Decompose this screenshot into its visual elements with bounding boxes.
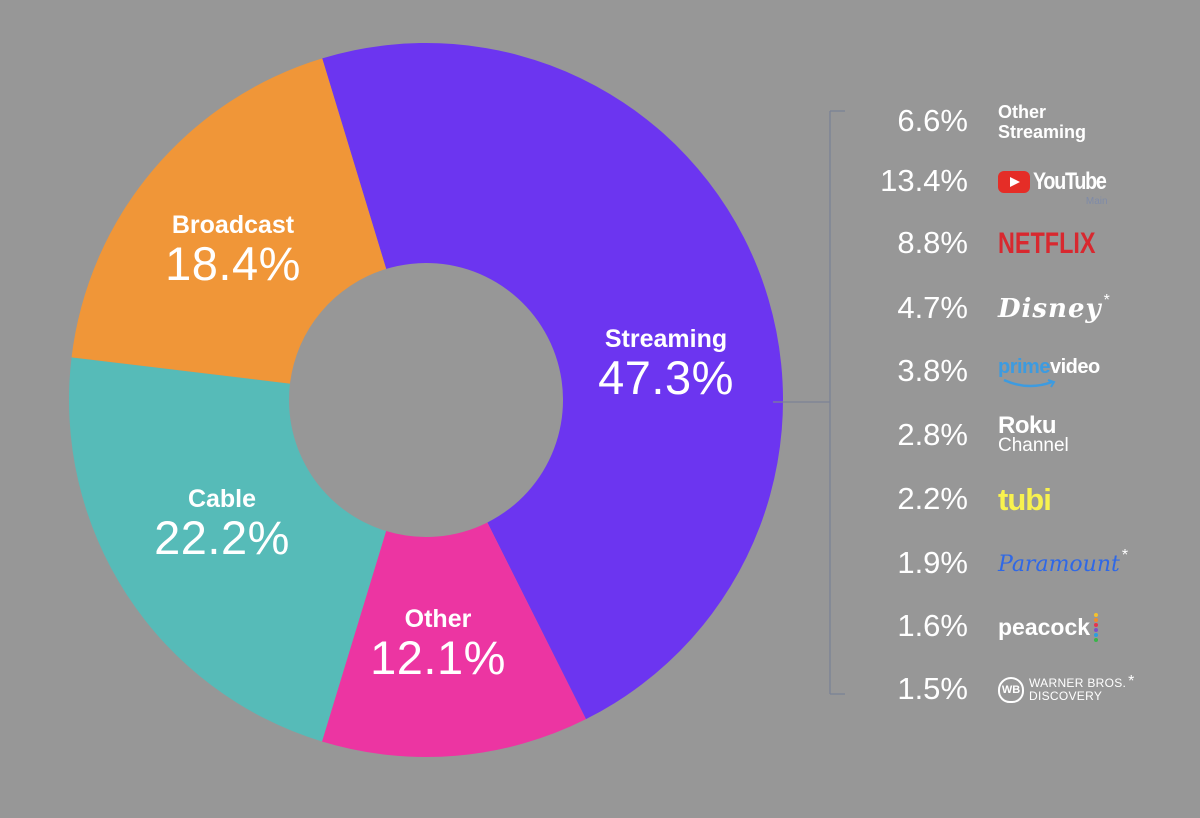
other-streaming-line1: Other (998, 102, 1047, 122)
legend-row-wbd: 1.5% WB WARNER BROS. DISCOVERY * (850, 665, 1190, 715)
legend-row-other-streaming: 6.6% Other Streaming (850, 97, 1190, 147)
legend-value: 1.9% (897, 545, 968, 580)
asterisk-icon: * (1103, 292, 1110, 309)
donut-slice-other (321, 522, 586, 757)
legend-value: 6.6% (897, 103, 968, 138)
slice-name: Other (404, 605, 472, 633)
legend-value: 1.6% (897, 608, 968, 643)
paramount-logo: Paramount * (998, 539, 1128, 589)
disney-wordmark: Disney (998, 294, 1102, 324)
netflix-wordmark: NETFLIX (998, 227, 1096, 260)
legend-row-paramount: 1.9% Paramount * (850, 539, 1190, 589)
youtube-wordmark: YouTube (1033, 168, 1107, 195)
slice-label-streaming: Streaming 47.3% (598, 325, 734, 403)
paramount-wordmark: Paramount (998, 551, 1120, 577)
slice-label-other: Other 12.1% (370, 605, 506, 683)
donut-slice-broadcast (71, 58, 387, 384)
prime-video-logo: primevideo (998, 347, 1100, 397)
peacock-dot (1094, 637, 1099, 642)
slice-value: 12.1% (370, 631, 506, 684)
netflix-logo: NETFLIX (998, 219, 1123, 269)
peacock-dot (1094, 627, 1099, 632)
peacock-wordmark: peacock (998, 613, 1091, 640)
wb-shield-icon: WB (998, 677, 1024, 703)
youtube-play-icon (998, 171, 1030, 193)
legend-row-disney: 4.7% Disney * (850, 284, 1190, 334)
youtube-logo: YouTube Main (998, 157, 1122, 207)
legend-row-prime-video: 3.8% primevideo (850, 347, 1190, 397)
slice-name: Streaming (604, 325, 728, 353)
youtube-sub-label: Main (1085, 196, 1108, 207)
peacock-dot (1094, 632, 1099, 637)
slice-name: Cable (187, 485, 257, 513)
asterisk-icon: * (1121, 547, 1129, 564)
slice-value: 18.4% (165, 237, 301, 290)
roku-wordmark: Roku (998, 412, 1056, 439)
legend-row-tubi: 2.2% tubi (850, 475, 1190, 525)
legend-value: 3.8% (897, 353, 968, 388)
legend-row-peacock: 1.6% peacock (850, 602, 1190, 652)
peacock-dots-icon (1094, 612, 1099, 642)
channel-wordmark: Channel (998, 435, 1069, 456)
slice-name: Broadcast (171, 211, 295, 239)
legend-value: 1.5% (897, 671, 968, 706)
donut-slice-streaming (322, 42, 784, 720)
legend-value: 2.2% (897, 481, 968, 516)
slice-value: 22.2% (154, 511, 290, 564)
wbd-line2: DISCOVERY (1029, 689, 1103, 703)
legend-row-roku: 2.8% Roku Channel (850, 411, 1190, 461)
slice-label-cable: Cable 22.2% (154, 485, 290, 563)
slice-label-broadcast: Broadcast 18.4% (165, 211, 301, 289)
video-wordmark: video (1049, 355, 1100, 378)
amazon-smile-icon (1003, 378, 1056, 388)
legend-row-netflix: 8.8% NETFLIX (850, 219, 1190, 269)
peacock-dot (1094, 617, 1099, 622)
donut-slice-cable (68, 357, 387, 742)
other-streaming-line2: Streaming (998, 122, 1087, 142)
legend-value: 8.8% (897, 225, 968, 260)
slice-value: 47.3% (598, 351, 734, 404)
asterisk-icon: * (1128, 673, 1135, 690)
wbd-line1: WARNER BROS. (1029, 676, 1127, 690)
tubi-logo: tubi (998, 475, 1052, 525)
other-streaming-label: Other Streaming (998, 97, 1086, 147)
tubi-wordmark: tubi (998, 482, 1052, 517)
legend-value: 2.8% (897, 417, 968, 452)
peacock-dot (1094, 612, 1099, 617)
disney-logo: Disney * (998, 284, 1110, 334)
prime-wordmark: prime (998, 355, 1050, 378)
warner-bros-discovery-logo: WB WARNER BROS. DISCOVERY * (998, 665, 1134, 715)
legend-value: 13.4% (880, 163, 968, 198)
peacock-dot (1094, 622, 1099, 627)
legend-row-youtube: 13.4% YouTube Main (850, 157, 1190, 207)
roku-channel-logo: Roku Channel (998, 411, 1069, 461)
legend-value: 4.7% (897, 290, 968, 325)
peacock-logo: peacock (998, 602, 1099, 652)
